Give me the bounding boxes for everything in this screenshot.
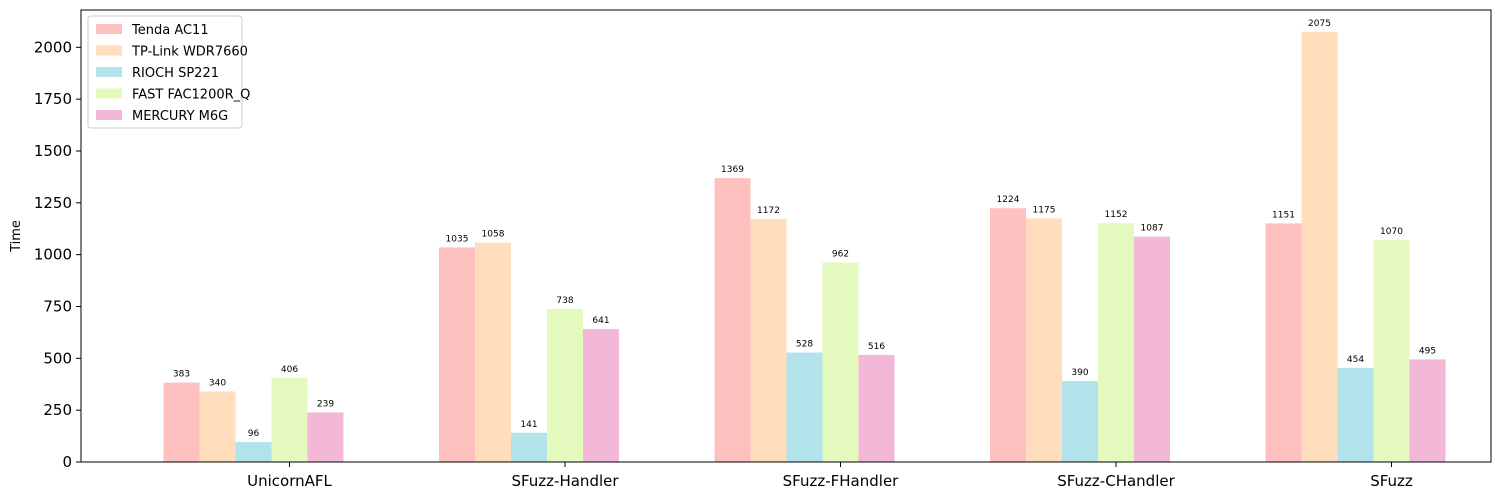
data-label: 495 — [1419, 346, 1436, 356]
bar-mercury-m6g-0 — [307, 412, 344, 462]
legend-swatch — [96, 45, 122, 56]
data-label: 1224 — [997, 195, 1020, 205]
x-tick-label: SFuzz-Handler — [511, 472, 619, 490]
legend-entry: Tenda AC11 — [131, 23, 209, 38]
data-label: 141 — [520, 420, 537, 430]
bar-mercury-m6g-4 — [1409, 359, 1446, 462]
bar-tp-link-wdr7660-2 — [750, 218, 787, 462]
bar-tp-link-wdr7660-3 — [1026, 218, 1062, 462]
y-tick-label: 500 — [43, 349, 72, 367]
data-label: 1152 — [1105, 210, 1128, 220]
data-label: 1035 — [446, 234, 469, 244]
bars-layer — [163, 31, 1446, 463]
bar-mercury-m6g-1 — [583, 329, 619, 462]
data-labels-layer: 383 340 96 406 239 1035 1058 141 738 641 1369 1172 5… — [173, 19, 1436, 439]
data-label: 641 — [592, 316, 609, 326]
y-tick-label: 1000 — [34, 246, 72, 264]
bar-mercury-m6g-2 — [858, 355, 895, 462]
data-label: 1058 — [482, 230, 505, 240]
data-label: 1070 — [1380, 227, 1403, 237]
legend-swatch — [96, 24, 122, 34]
data-label: 406 — [281, 365, 298, 375]
x-tick-label: SFuzz-CHandler — [1057, 472, 1175, 490]
bar-mercury-m6g-3 — [1134, 236, 1170, 462]
x-tick-label: SFuzz-FHandler — [783, 472, 900, 490]
bar-fast-fac1200r-q-1 — [547, 308, 583, 462]
bar-tenda-ac11-3 — [990, 208, 1026, 462]
data-label: 2075 — [1308, 19, 1331, 29]
legend-swatch — [96, 67, 122, 77]
bar-tp-link-wdr7660-0 — [199, 391, 236, 462]
data-label: 96 — [248, 429, 260, 439]
x-axis: UnicornAFL SFuzz-Handler SFuzz-FHandler SFu… — [247, 462, 1413, 490]
data-label: 340 — [209, 379, 226, 389]
bar-tenda-ac11-1 — [439, 247, 475, 462]
bar-tp-link-wdr7660-1 — [475, 242, 511, 462]
y-tick-label: 1750 — [34, 90, 72, 108]
data-label: 1087 — [1141, 224, 1164, 234]
bar-rioch-sp221-4 — [1337, 367, 1374, 462]
bar-rioch-sp221-0 — [235, 442, 272, 462]
data-label: 1369 — [721, 165, 744, 175]
bar-fast-fac1200r-q-3 — [1098, 223, 1134, 462]
legend-entry: TP-Link WDR7660 — [131, 45, 248, 60]
bar-fast-fac1200r-q-0 — [271, 377, 308, 462]
data-label: 454 — [1347, 355, 1364, 365]
y-axis-label: Time — [9, 220, 24, 253]
data-label: 1175 — [1033, 205, 1056, 215]
bar-tenda-ac11-4 — [1265, 223, 1302, 462]
legend-swatch — [96, 110, 122, 120]
y-tick-label: 1250 — [34, 194, 72, 212]
legend-entry: FAST FAC1200R_Q — [132, 88, 250, 103]
legend-entry: RIOCH SP221 — [132, 66, 219, 81]
data-label: 738 — [556, 296, 573, 306]
data-label: 239 — [317, 399, 334, 409]
data-label: 383 — [173, 370, 190, 380]
data-label: 962 — [832, 250, 849, 260]
bar-rioch-sp221-3 — [1062, 381, 1098, 462]
data-label: 528 — [796, 340, 813, 350]
bar-tp-link-wdr7660-4 — [1301, 31, 1338, 463]
bar-rioch-sp221-2 — [786, 352, 823, 462]
legend-box — [87, 15, 243, 129]
y-tick-label: 2000 — [34, 38, 72, 56]
legend-swatch — [96, 88, 122, 99]
data-label: 390 — [1071, 368, 1088, 378]
data-label: 1151 — [1272, 210, 1295, 220]
data-label: 1172 — [757, 206, 780, 216]
bar-fast-fac1200r-q-2 — [822, 262, 859, 462]
bar-rioch-sp221-1 — [511, 432, 547, 462]
bar-tenda-ac11-0 — [163, 382, 200, 462]
bar-tenda-ac11-2 — [714, 178, 751, 463]
y-tick-label: 0 — [62, 453, 72, 471]
legend: Tenda AC11 TP-Link WDR7660 RIOCH SP221 FAST… — [87, 15, 250, 129]
data-label: 516 — [868, 342, 885, 352]
x-tick-label: SFuzz — [1370, 472, 1413, 490]
legend-entry: MERCURY M6G — [132, 109, 228, 124]
bar-fast-fac1200r-q-4 — [1373, 240, 1410, 462]
y-tick-label: 750 — [43, 297, 72, 315]
y-axis: 0 250 500 750 1000 1250 1500 1750 2000 — [34, 38, 81, 471]
y-tick-label: 250 — [43, 401, 72, 419]
y-tick-label: 1500 — [34, 142, 72, 160]
plot-frame — [80, 9, 1492, 463]
x-tick-label: UnicornAFL — [247, 472, 332, 490]
